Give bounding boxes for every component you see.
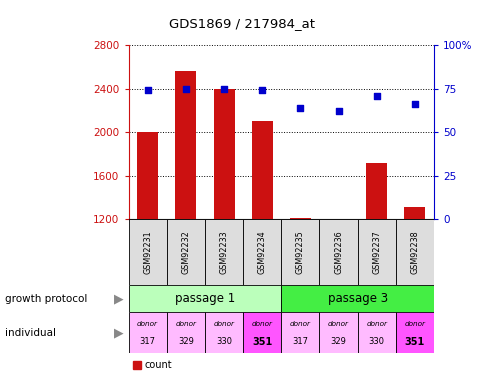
Bar (281, 285, 433, 312)
Text: donor: donor (289, 321, 310, 327)
Bar (289, 218, 310, 219)
Text: donor: donor (404, 321, 424, 327)
Bar (213, 88, 234, 219)
Bar (395, 312, 433, 353)
Bar (357, 312, 395, 353)
Text: GSM92238: GSM92238 (409, 230, 419, 274)
Text: passage 3: passage 3 (327, 292, 387, 305)
Bar (365, 163, 387, 219)
Bar (204, 219, 242, 285)
Text: ▶: ▶ (114, 292, 123, 305)
Bar (281, 219, 319, 285)
Text: GSM92231: GSM92231 (143, 230, 152, 274)
Point (182, 86, 189, 92)
Point (410, 101, 418, 107)
Bar (166, 312, 204, 353)
Text: 351: 351 (252, 337, 272, 347)
Text: ▶: ▶ (114, 326, 123, 339)
Text: growth protocol: growth protocol (5, 294, 87, 303)
Text: donor: donor (251, 321, 272, 327)
Bar (319, 312, 357, 353)
Bar (175, 71, 196, 219)
Text: 329: 329 (178, 337, 193, 346)
Text: GSM92236: GSM92236 (333, 230, 342, 274)
Text: donor: donor (213, 321, 234, 327)
Text: count: count (144, 360, 171, 370)
Text: GSM92237: GSM92237 (372, 230, 380, 274)
Text: 351: 351 (404, 337, 424, 347)
Text: 330: 330 (368, 337, 384, 346)
Bar (166, 219, 204, 285)
Bar (128, 312, 166, 353)
Text: GSM92232: GSM92232 (181, 230, 190, 274)
Point (372, 93, 380, 99)
Bar (357, 219, 395, 285)
Text: donor: donor (137, 321, 158, 327)
Text: 330: 330 (215, 337, 231, 346)
Point (220, 86, 227, 92)
Text: 329: 329 (330, 337, 346, 346)
Text: 317: 317 (139, 337, 155, 346)
Bar (242, 312, 281, 353)
Text: donor: donor (327, 321, 348, 327)
Text: donor: donor (365, 321, 387, 327)
Text: individual: individual (5, 328, 56, 338)
Bar (128, 285, 281, 312)
Point (296, 105, 303, 111)
Bar (128, 219, 166, 285)
Bar (204, 312, 242, 353)
Point (143, 87, 151, 93)
Point (258, 87, 266, 93)
Text: GSM92233: GSM92233 (219, 230, 228, 274)
Bar (404, 207, 424, 219)
Bar (281, 312, 319, 353)
Bar (319, 219, 357, 285)
Text: GSM92234: GSM92234 (257, 230, 266, 274)
Bar (251, 121, 272, 219)
Text: GSM92235: GSM92235 (295, 230, 304, 274)
Bar (395, 219, 433, 285)
Point (334, 108, 342, 114)
Text: passage 1: passage 1 (174, 292, 235, 305)
Text: donor: donor (175, 321, 196, 327)
Text: GDS1869 / 217984_at: GDS1869 / 217984_at (169, 17, 315, 30)
Bar (137, 132, 158, 219)
Text: 317: 317 (292, 337, 308, 346)
Bar (242, 219, 281, 285)
